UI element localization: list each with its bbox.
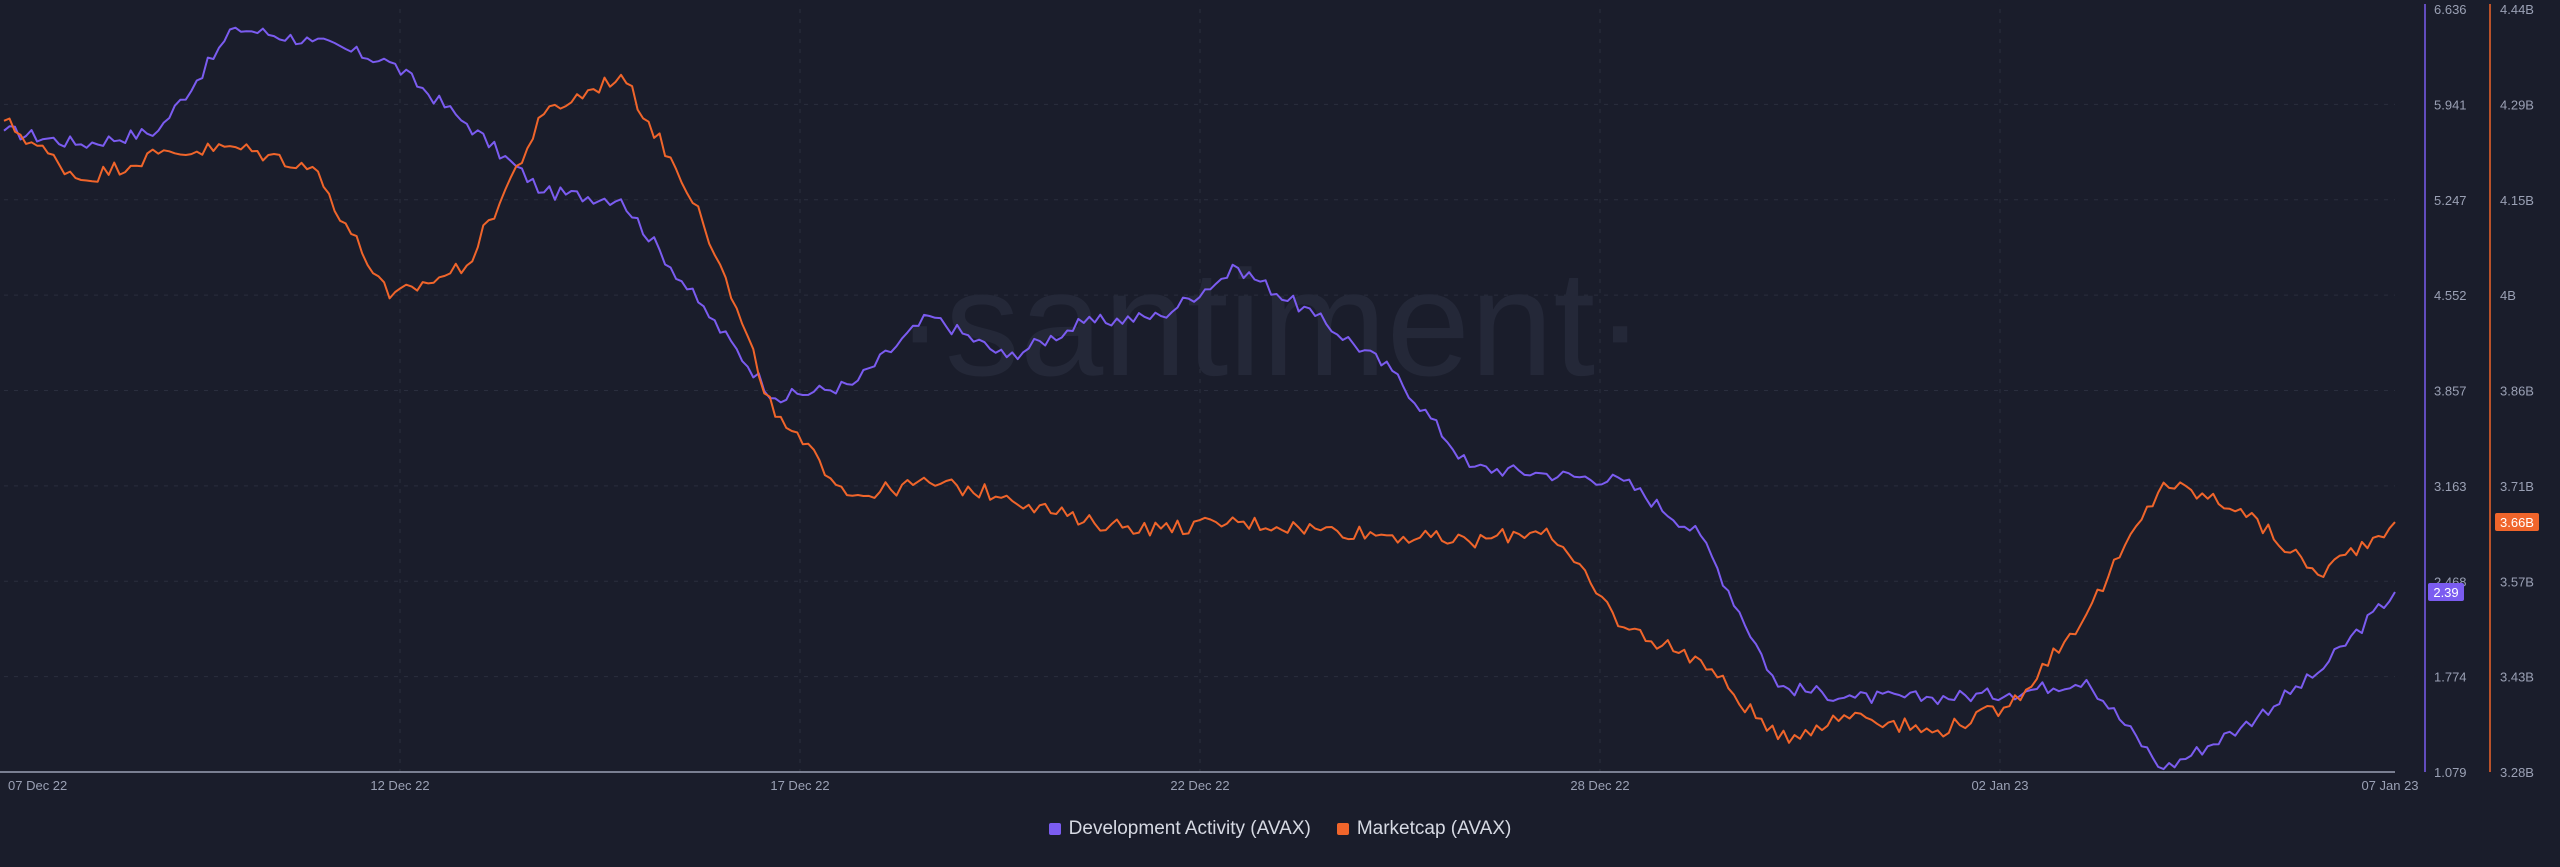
right-axis-labels: 4.44B 4.29B 4.15B 4B 3.86B 3.71B 3.57B 3.43B 3.2…	[2500, 2, 2534, 780]
x-axis-labels: 07 Dec 22 12 Dec 22 17 Dec 22 22 Dec 22 28 D…	[8, 778, 2419, 793]
current-badge-marketcap	[2495, 513, 2539, 532]
legend-item-marketcap[interactable]: Marketcap (AVAX)	[1336, 818, 1512, 840]
left-tick-label: 3.857	[2434, 384, 2467, 399]
right-tick-label: 4.44B	[2500, 2, 2534, 17]
right-tick-label: 4B	[2500, 288, 2516, 303]
legend-swatch	[1048, 823, 1061, 835]
series-layer	[3, 26, 2396, 771]
right-tick-label: 3.28B	[2500, 765, 2534, 780]
grid	[4, 9, 2395, 772]
axes	[0, 4, 2491, 773]
x-tick-label: 28 Dec 22	[1570, 778, 1629, 793]
legend-label: Development Activity (AVAX)	[1068, 818, 1311, 839]
right-tick-label: 4.15B	[2500, 193, 2534, 208]
series-line-development-activity	[3, 26, 2396, 771]
x-tick-label: 22 Dec 22	[1170, 778, 1229, 793]
legend: Development Activity (AVAX) Marketcap (AV…	[0, 818, 2560, 840]
x-tick-label: 07 Jan 23	[2361, 778, 2418, 793]
right-tick-label: 3.86B	[2500, 384, 2534, 399]
x-tick-label: 02 Jan 23	[1971, 778, 2028, 793]
watermark: ·santiment·	[895, 239, 1645, 407]
legend-label: Marketcap (AVAX)	[1356, 818, 1512, 839]
left-tick-label: 1.774	[2434, 670, 2467, 685]
x-tick-label: 07 Dec 22	[8, 778, 67, 793]
left-tick-label: 5.941	[2434, 97, 2467, 112]
current-badge-development-activity	[2428, 582, 2464, 601]
current-value-labels: 2.39 3.66B	[2428, 513, 2539, 601]
left-axis-labels: 6.6365.9415.2474.5523.8573.1632.4681.774…	[2434, 2, 2467, 780]
left-tick-label: 5.247	[2434, 193, 2467, 208]
left-tick-label: 3.163	[2434, 479, 2467, 494]
right-tick-label: 3.71B	[2500, 479, 2534, 494]
x-tick-label: 12 Dec 22	[370, 778, 429, 793]
right-tick-label: 3.57B	[2500, 574, 2534, 589]
right-tick-label: 3.43B	[2500, 670, 2534, 685]
current-value-development-activity: 2.39	[2433, 585, 2458, 600]
x-tick-label: 17 Dec 22	[770, 778, 829, 793]
left-tick-label: 1.079	[2434, 765, 2467, 780]
current-value-marketcap: 3.66B	[2500, 515, 2534, 530]
legend-swatch	[1336, 823, 1349, 835]
series-line-marketcap	[3, 73, 2396, 744]
left-tick-label: 4.552	[2434, 288, 2467, 303]
left-tick-label: 6.636	[2434, 2, 2467, 17]
right-tick-label: 4.29B	[2500, 97, 2534, 112]
legend-item-development-activity[interactable]: Development Activity (AVAX)	[1048, 818, 1311, 840]
